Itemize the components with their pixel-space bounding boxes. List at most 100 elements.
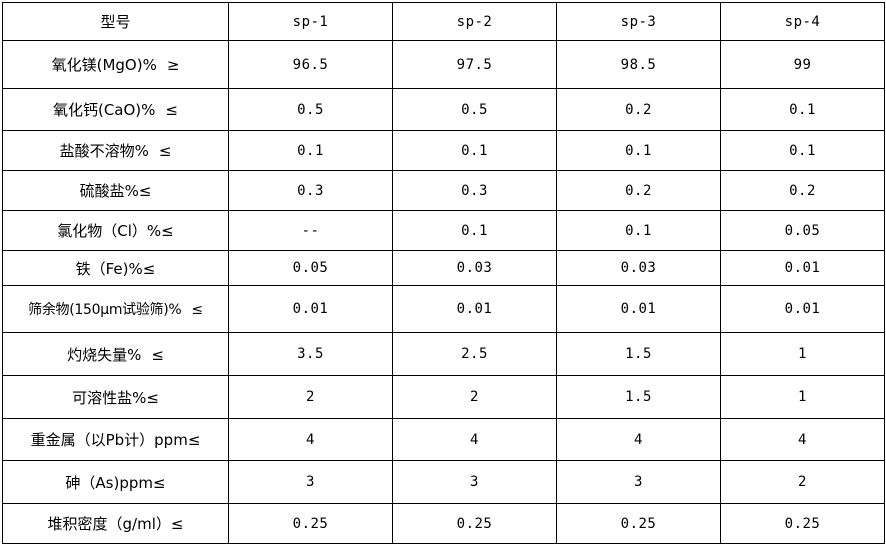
comparison-operator: ≤ [187, 431, 201, 449]
data-cell: 2 [720, 460, 885, 504]
comparison-operator: ≤ [161, 222, 174, 240]
row-label-text: 重金属（以Pb计）ppm [30, 431, 188, 449]
data-cell: 0.25 [720, 503, 885, 544]
comparison-operator: ≤ [170, 515, 184, 533]
header-cell-sp-3: sp-3 [556, 2, 721, 41]
data-cell: 0.01 [720, 285, 885, 333]
table-row: 灼烧失量% ≤3.5 2.5 1.5 1 [2, 332, 885, 376]
row-label-text: 筛余物(150μm试验筛)% [28, 302, 182, 318]
row-label-cell: 铁（Fe)%≤ [2, 250, 229, 286]
table-row: 重金属（以Pb计）ppm≤ 4 4 4 4 [2, 418, 885, 461]
table-row: 堆积密度（g/ml）≤ 0.25 0.25 0.25 0.25 [2, 503, 885, 544]
comparison-operator: ≤ [138, 182, 152, 200]
data-cell: 0.1 [228, 130, 393, 171]
data-cell: 0.3 [392, 170, 557, 211]
data-cell: 4 [556, 418, 721, 461]
row-label-text: 氯化物（Cl）% [57, 222, 162, 240]
table-row: 铁（Fe)%≤ 0.05 0.03 0.03 0.01 [2, 250, 885, 286]
data-cell: 0.1 [556, 130, 721, 171]
row-label-cell: 硫酸盐%≤ [2, 170, 229, 211]
comparison-operator: ≤ [151, 345, 164, 364]
data-cell: 0.1 [720, 130, 885, 171]
row-label-cell: 氧化钙(CaO)% ≤ [2, 88, 229, 131]
data-cell: 3.5 [228, 332, 393, 376]
header-cell-sp-1: sp-1 [228, 2, 393, 41]
table-row: 氧化镁(MgO)% ≥96.5 97.5 98.5 99 [2, 40, 885, 89]
data-cell: 1 [720, 375, 885, 419]
data-cell: 0.03 [556, 250, 721, 286]
row-label-cell: 氯化物（Cl）%≤ [2, 210, 229, 251]
row-label-cell: 堆积密度（g/ml）≤ [2, 503, 229, 544]
data-cell: 0.1 [556, 210, 721, 251]
comparison-operator: ≤ [142, 259, 156, 278]
comparison-operator: ≤ [146, 388, 159, 407]
data-cell: 0.5 [392, 88, 557, 131]
data-cell: 3 [228, 460, 393, 504]
data-cell: 99 [720, 40, 885, 89]
row-label-cell: 氧化镁(MgO)% ≥ [2, 40, 229, 89]
comparison-operator: ≤ [165, 101, 178, 119]
data-cell: 1 [720, 332, 885, 376]
comparison-operator: ≤ [153, 473, 166, 492]
row-label-cell: 筛余物(150μm试验筛)% ≤ [2, 285, 229, 333]
row-label-text: 堆积密度（g/ml） [47, 515, 171, 533]
data-cell: 2 [228, 375, 393, 419]
row-label-text: 灼烧失量% [67, 345, 142, 364]
row-label-cell: 重金属（以Pb计）ppm≤ [2, 418, 229, 461]
data-cell: 1.5 [556, 375, 721, 419]
data-cell: 4 [228, 418, 393, 461]
table-row: 砷（As)ppm≤ 3 3 3 2 [2, 460, 885, 504]
data-cell: 0.25 [228, 503, 393, 544]
data-cell: 0.01 [720, 250, 885, 286]
data-cell: 3 [392, 460, 557, 504]
data-cell: -- [228, 210, 393, 251]
data-cell: 0.25 [556, 503, 721, 544]
row-label-cell: 盐酸不溶物% ≤ [2, 130, 229, 171]
data-cell: 0.3 [228, 170, 393, 211]
header-cell-sp-2: sp-2 [392, 2, 557, 41]
row-label-text: 硫酸盐% [79, 182, 139, 200]
row-label-text: 砷（As)ppm [65, 473, 153, 492]
row-label-text: 盐酸不溶物% [59, 142, 149, 160]
data-cell: 0.1 [392, 130, 557, 171]
table-row: 氧化钙(CaO)% ≤0.5 0.5 0.2 0.1 [2, 88, 885, 131]
data-cell: 0.05 [228, 250, 393, 286]
table-row: 筛余物(150μm试验筛)% ≤0.01 0.01 0.01 0.01 [2, 285, 885, 333]
data-cell: 2.5 [392, 332, 557, 376]
comparison-operator: ≥ [166, 56, 180, 74]
data-cell: 2 [392, 375, 557, 419]
data-cell: 0.2 [556, 170, 721, 211]
data-cell: 97.5 [392, 40, 557, 89]
data-cell: 1.5 [556, 332, 721, 376]
row-label-text: 氧化镁(MgO)% [51, 56, 157, 74]
data-cell: 0.5 [228, 88, 393, 131]
row-label-cell: 砷（As)ppm≤ [2, 460, 229, 504]
comparison-operator: ≤ [158, 142, 172, 160]
data-cell: 0.25 [392, 503, 557, 544]
data-cell: 0.2 [720, 170, 885, 211]
data-cell: 96.5 [228, 40, 393, 89]
comparison-operator: ≤ [191, 302, 203, 318]
table-row: 可溶性盐%≤ 2 2 1.5 1 [2, 375, 885, 419]
data-cell: 0.01 [556, 285, 721, 333]
data-cell: 3 [556, 460, 721, 504]
data-cell: 0.01 [392, 285, 557, 333]
data-cell: 98.5 [556, 40, 721, 89]
row-label-cell: 灼烧失量% ≤ [2, 332, 229, 376]
table-row: 盐酸不溶物% ≤0.1 0.1 0.1 0.1 [2, 130, 885, 171]
header-cell-sp-4: sp-4 [720, 2, 885, 41]
data-cell: 0.1 [720, 88, 885, 131]
data-cell: 0.01 [228, 285, 393, 333]
row-label-text: 可溶性盐% [72, 388, 147, 407]
table-row: 硫酸盐%≤ 0.3 0.3 0.2 0.2 [2, 170, 885, 211]
data-cell: 0.05 [720, 210, 885, 251]
row-label-text: 铁（Fe)% [75, 259, 143, 278]
data-cell: 0.03 [392, 250, 557, 286]
row-label-cell: 可溶性盐%≤ [2, 375, 229, 419]
data-cell: 4 [392, 418, 557, 461]
data-cell: 0.2 [556, 88, 721, 131]
table-row: 氯化物（Cl）%≤ -- 0.1 0.1 0.05 [2, 210, 885, 251]
